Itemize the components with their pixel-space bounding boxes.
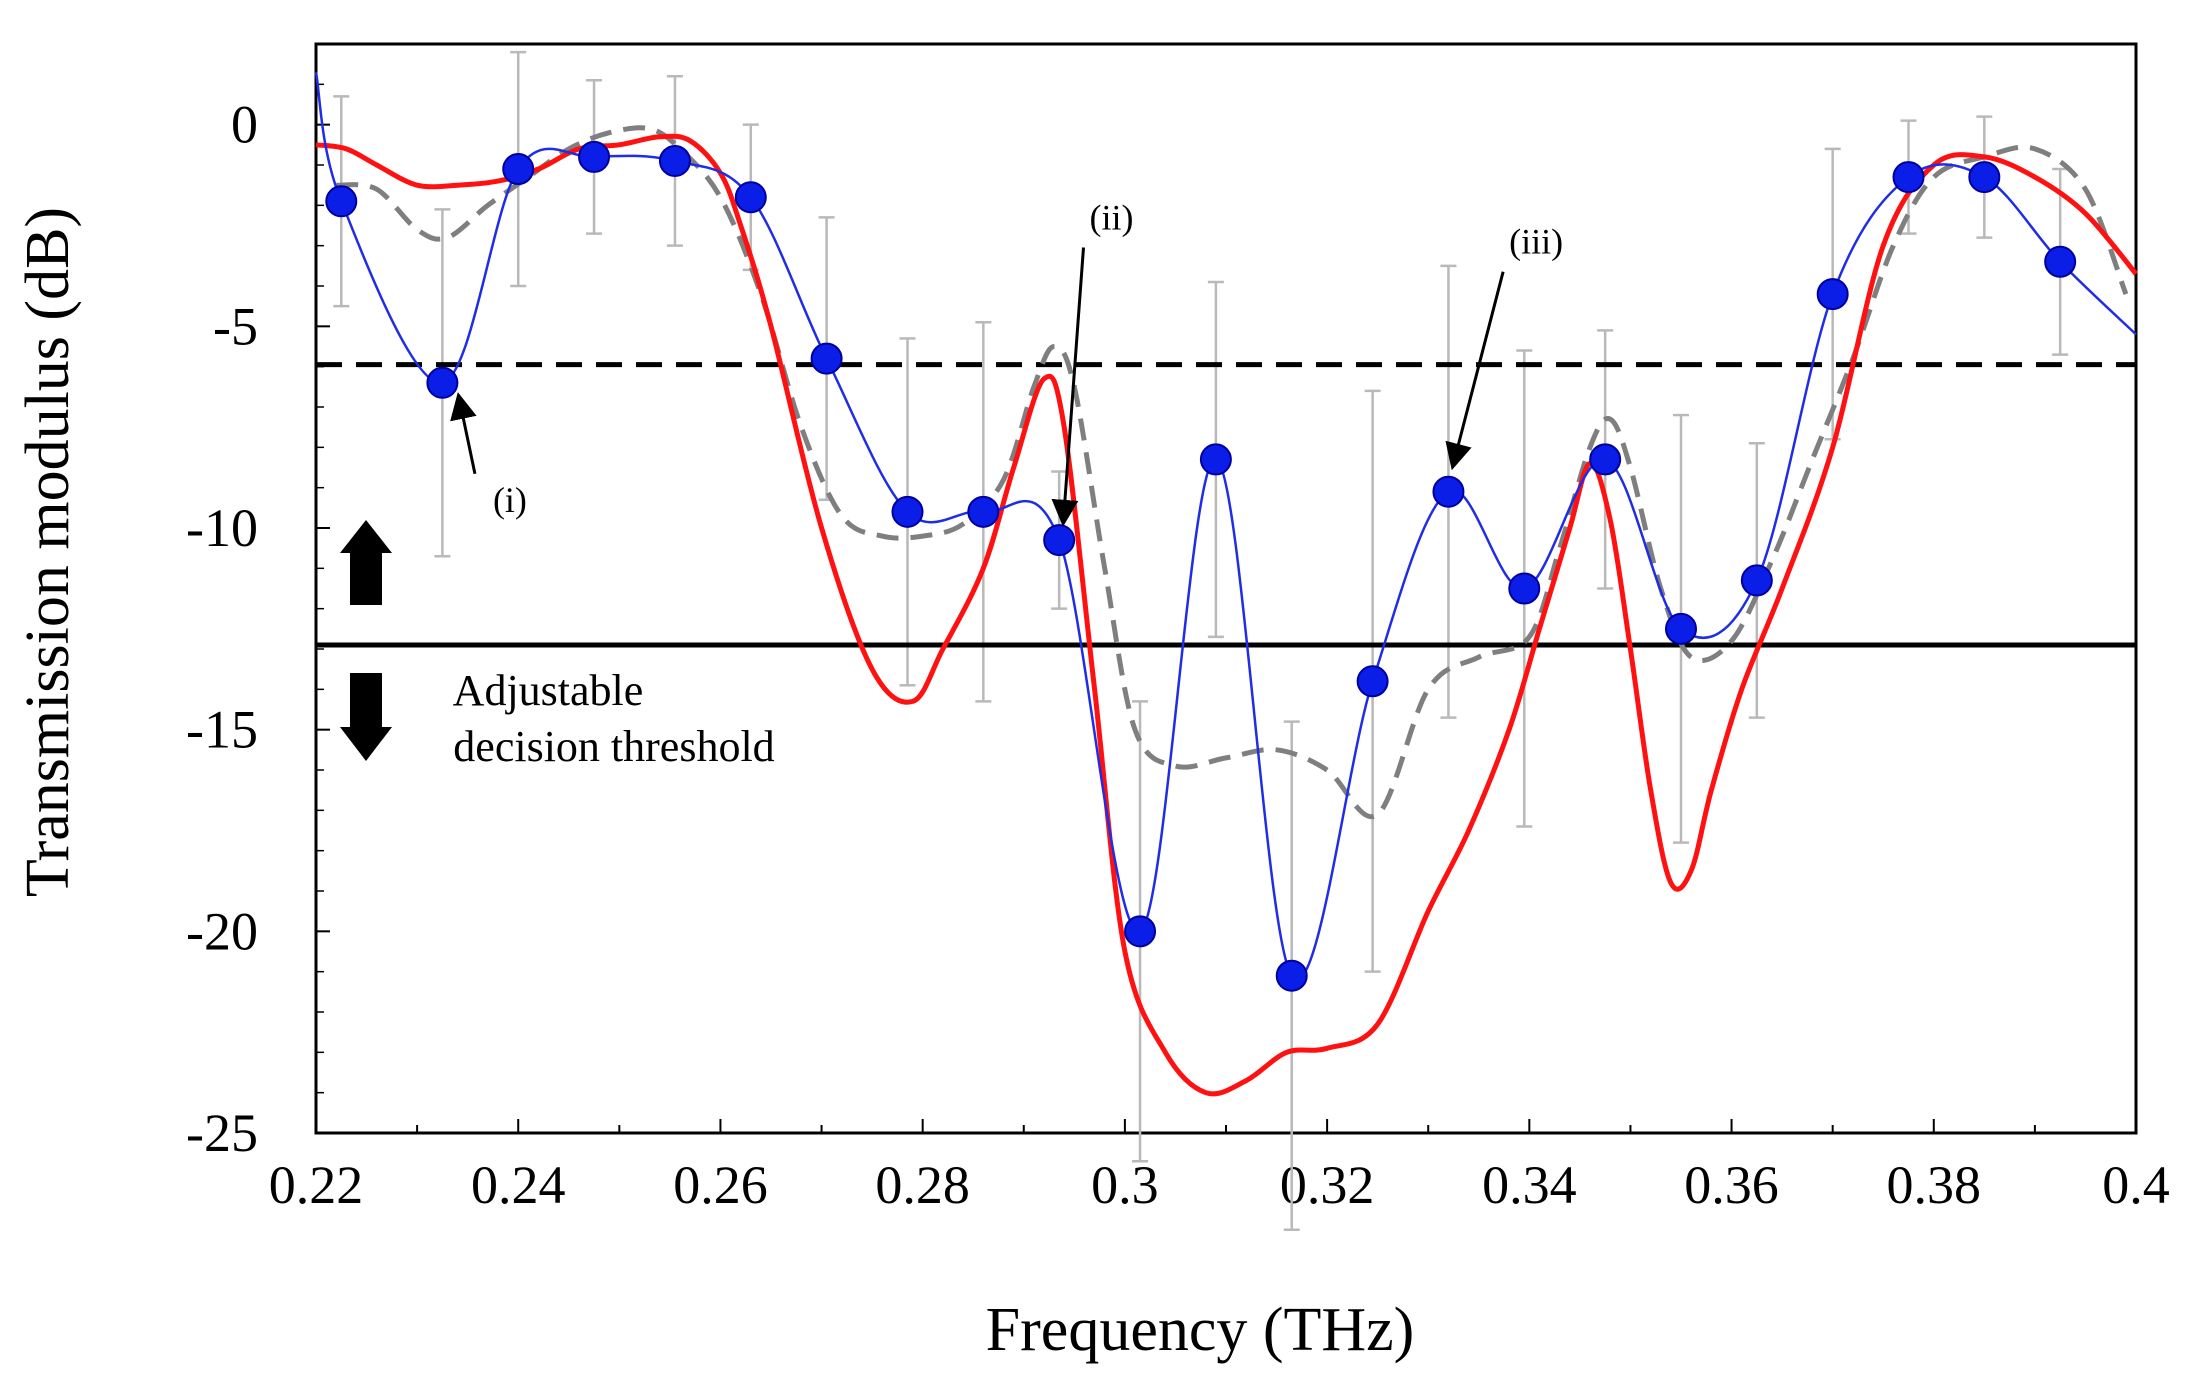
annotation-arrow [1051,247,1085,527]
x-tick-label: 0.38 [1887,1155,1982,1215]
measured-blue-curve [314,71,2137,981]
y-tick-label: -20 [186,901,258,961]
threshold-label-line: decision threshold [453,722,774,771]
x-tick-label: 0.26 [673,1155,768,1215]
y-axis-title: Transmission modulus (dB) [14,207,82,897]
measured-point [967,495,1000,528]
x-tick-label: 0.4 [2102,1155,2170,1215]
x-tick-label: 0.36 [1684,1155,1779,1215]
annotation-label: (i) [493,480,527,520]
measured-point [1589,443,1622,476]
y-tick-label: -10 [186,498,258,558]
threshold-down-arrow-icon [340,672,392,761]
measured-point [810,342,843,375]
measured-point [1043,524,1076,557]
measured-point [578,140,611,173]
measured-point [502,153,535,186]
measured-point [325,185,358,218]
measured-point [1199,443,1232,476]
threshold-up-arrow-icon [340,519,392,605]
annotation-arrow [1445,271,1505,471]
measured-point [1124,915,1157,948]
measured-point [658,144,691,177]
x-tick-label: 0.32 [1280,1155,1375,1215]
measured-point [1816,278,1849,311]
x-tick-label: 0.22 [269,1155,364,1215]
x-tick-label: 0.3 [1091,1155,1159,1215]
measured-point [1968,161,2001,194]
x-tick-label: 0.34 [1482,1155,1577,1215]
measured-point [1740,564,1773,597]
y-tick-label: -25 [186,1103,258,1163]
measured-point [734,181,767,214]
measured-point [1432,475,1465,508]
measured-point [2044,245,2077,278]
plot-area: 0.22 0.24 0.26 0.28 0.3 0.32 0.34 0.36 0.38 0.4 0 -… [186,42,2170,1232]
annotation-arrow [450,392,477,475]
measured-point [1508,572,1541,605]
measured-point [1275,959,1308,992]
annotation-label: (ii) [1090,198,1134,238]
y-tick-label: -15 [186,700,258,760]
x-tick-label: 0.28 [875,1155,970,1215]
annotation-label: (iii) [1509,222,1563,262]
measured-point [1892,161,1925,194]
y-tick-label: -5 [213,296,258,356]
measured-point [891,495,924,528]
x-axis-title: Frequency (THz) [986,1296,1415,1364]
measured-point [1356,665,1389,698]
simulation-red-curve [315,133,2138,1097]
threshold-label-line: Adjustable [453,666,644,715]
plot-frame [314,42,2138,1135]
measured-point [426,366,459,399]
y-tick-label: 0 [231,95,258,155]
measured-point [1665,612,1697,645]
x-tick-label: 0.24 [471,1155,566,1215]
